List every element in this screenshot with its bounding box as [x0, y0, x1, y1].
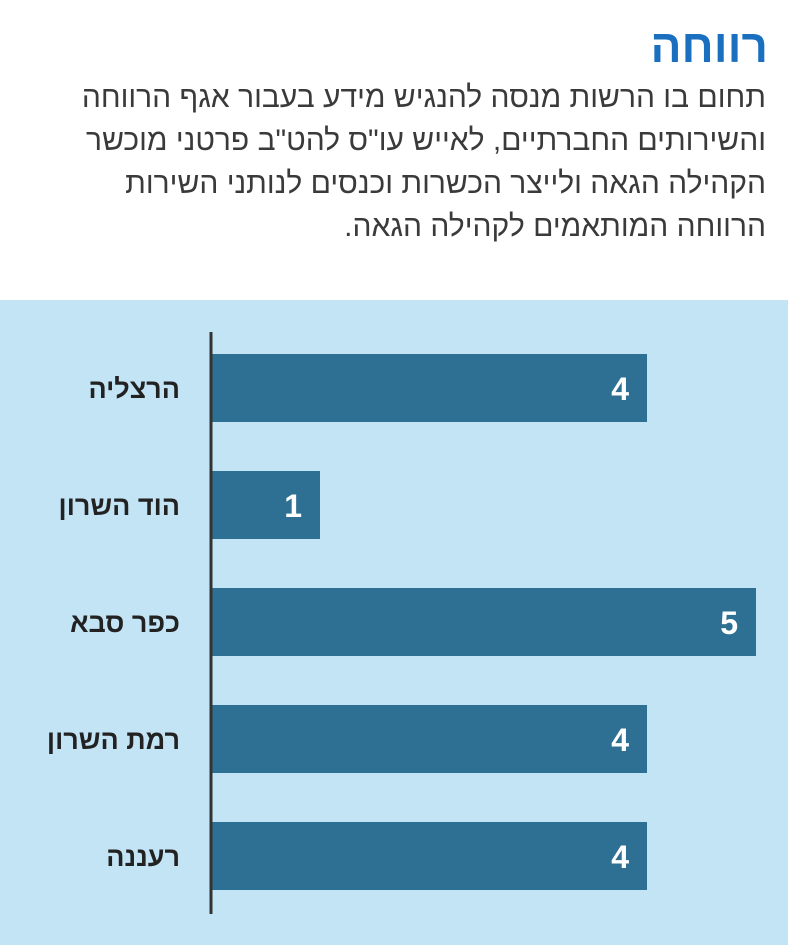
bar-value-label: 1	[284, 488, 302, 524]
bar-2	[211, 471, 320, 539]
bar-value-label: 5	[720, 605, 738, 641]
bar-5	[211, 822, 647, 890]
bar-4	[211, 705, 647, 773]
chart-area: 4 הרצליה 1 הוד השרון 5 כפר סבא 4 רמת השרון 4 רעננ…	[0, 300, 788, 945]
category-label: רמת השרון	[47, 725, 180, 755]
bar-value-label: 4	[611, 839, 629, 875]
category-label: רעננה	[106, 842, 180, 872]
bar-value-label: 4	[611, 371, 629, 407]
category-label: הוד השרון	[59, 491, 180, 521]
bar-3	[211, 588, 756, 656]
bar-1	[211, 354, 647, 422]
bar-value-label: 4	[611, 722, 629, 758]
header: רווחה תחום בו הרשות מנסה להנגיש מידע בעב…	[0, 0, 788, 300]
page-subtitle: תחום בו הרשות מנסה להנגיש מידע בעבור אגף…	[81, 81, 766, 243]
category-label: הרצליה	[88, 374, 180, 404]
category-label: כפר סבא	[70, 608, 180, 638]
page-title: רווחה	[650, 20, 768, 72]
bar-chart: 4 הרצליה 1 הוד השרון 5 כפר סבא 4 רמת השרון 4 רעננ…	[47, 332, 756, 914]
